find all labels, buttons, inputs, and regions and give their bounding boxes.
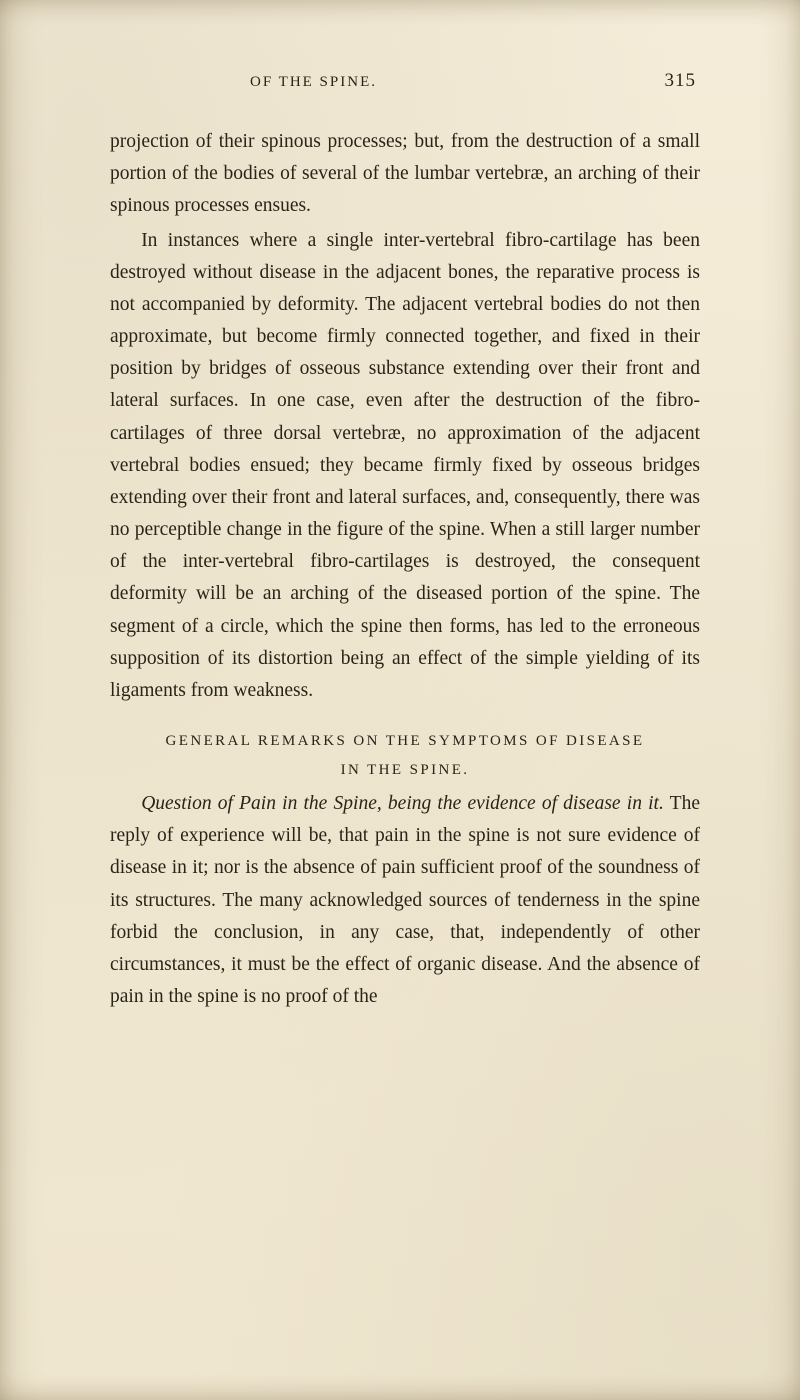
- paragraph-3-rest: The reply of experience will be, that pa…: [110, 793, 700, 1007]
- page: OF THE SPINE. 315 projection of their sp…: [0, 0, 800, 1400]
- paragraph-lead-italic: Question of Pain in the Spine, being the…: [141, 793, 664, 814]
- body-paragraph-1: projection of their spinous processes; b…: [110, 126, 700, 223]
- page-number: 315: [665, 70, 697, 92]
- running-head: OF THE SPINE.: [250, 74, 377, 91]
- body-paragraph-3: Question of Pain in the Spine, being the…: [110, 788, 700, 1013]
- body-paragraph-2: In instances where a single inter-verteb…: [110, 225, 700, 708]
- section-heading-line-1: GENERAL REMARKS ON THE SYMPTOMS OF DISEA…: [166, 733, 645, 749]
- section-heading: GENERAL REMARKS ON THE SYMPTOMS OF DISEA…: [110, 727, 700, 784]
- section-heading-line-2: IN THE SPINE.: [110, 756, 700, 785]
- header-line: OF THE SPINE. 315: [110, 70, 700, 92]
